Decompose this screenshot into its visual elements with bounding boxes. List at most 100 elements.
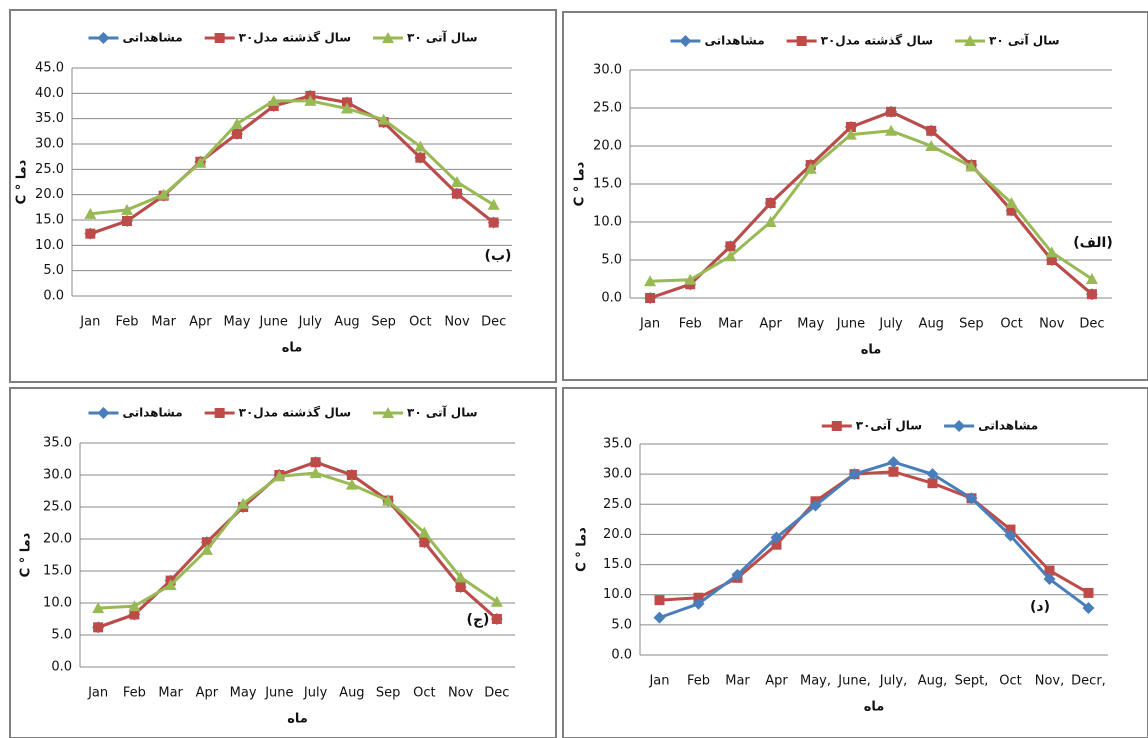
x-tick-label: June [264, 686, 293, 701]
y-tick-label: 5.0 [43, 263, 64, 278]
marker [309, 467, 322, 479]
x-tick-label: Decr, [1071, 674, 1106, 689]
marker [848, 468, 861, 481]
marker [488, 217, 499, 228]
y-tick-label: 15.0 [603, 557, 632, 572]
marker [1045, 246, 1058, 258]
x-tick-label: May [230, 686, 257, 701]
series-line [658, 460, 1090, 620]
y-tick-label: 20.0 [43, 532, 72, 547]
series-line [97, 460, 498, 629]
marker [415, 152, 426, 163]
marker [724, 250, 737, 262]
y-axis-title: C ° دما [15, 159, 30, 204]
x-tick-label: June [259, 315, 288, 330]
marker [84, 207, 97, 219]
legend-label: ۳۰سال گذشته مدل [239, 31, 351, 45]
y-axis-title: C ° دما [575, 527, 590, 572]
marker [1006, 205, 1017, 216]
panel-frame [9, 9, 557, 383]
x-axis-title: ماه [861, 343, 882, 358]
x-tick-label: July [303, 686, 328, 701]
y-tick-label: 30.0 [43, 468, 72, 483]
marker [684, 273, 697, 285]
marker [93, 622, 104, 633]
x-tick-label: Nov [1039, 317, 1065, 332]
marker [926, 468, 939, 481]
y-tick-label: 0.0 [51, 660, 72, 675]
x-tick-label: Sept, [955, 674, 989, 689]
x-tick-label: Sep [376, 686, 401, 701]
x-tick-label: Dec [481, 315, 506, 330]
marker [232, 128, 242, 139]
marker [809, 499, 822, 512]
x-tick-label: July [878, 317, 903, 332]
chart-panel: 0.0 5.0 10.0 15.0 20.0 25.0 30.0 35.0 Jan Feb Mar A… [562, 387, 1148, 738]
marker [1082, 601, 1095, 614]
marker [885, 124, 898, 136]
x-tick-label: Feb [115, 315, 138, 330]
y-tick-label: 30.0 [35, 137, 64, 152]
marker [273, 470, 286, 482]
x-axis-title: ماه [282, 341, 303, 356]
legend-label: ۳۰ سال آتی [407, 30, 477, 45]
marker [85, 228, 96, 239]
marker [654, 595, 665, 606]
marker [382, 407, 395, 418]
legend: مشاهداتی ۳۰سال گذشته مدل ۳۰ سال آتی [670, 33, 1060, 48]
marker [845, 122, 856, 132]
marker [1005, 197, 1018, 208]
y-tick-label: 10.0 [43, 596, 72, 611]
marker [345, 478, 358, 490]
chart-panel: 0.0 5.0 10.0 15.0 20.0 25.0 30.0 35.0 40.0 45.0 Ja… [9, 9, 557, 383]
marker [886, 106, 897, 117]
marker [965, 160, 978, 172]
y-tick-label: 35.0 [35, 111, 64, 126]
marker [964, 35, 977, 46]
marker [129, 609, 140, 620]
marker [731, 568, 744, 581]
y-tick-label: 35.0 [603, 437, 632, 452]
y-tick-label: 15.0 [593, 177, 622, 192]
marker [267, 94, 280, 106]
marker [268, 101, 279, 111]
x-tick-label: July [298, 315, 323, 330]
y-tick-label: 25.0 [593, 101, 622, 116]
x-tick-label: May [797, 317, 824, 332]
marker [414, 140, 427, 152]
x-tick-label: May, [800, 674, 831, 689]
x-tick-label: Nov, [1035, 674, 1065, 689]
marker [645, 293, 656, 303]
marker [927, 478, 938, 489]
y-tick-label: 25.0 [603, 497, 632, 512]
marker [764, 216, 777, 227]
marker [121, 203, 133, 215]
marker [304, 94, 317, 106]
marker [382, 32, 395, 43]
legend: ۳۰سال آتی مشاهداتی [821, 418, 1038, 433]
marker [157, 188, 170, 200]
panel-frame [562, 11, 1148, 381]
y-tick-label: 5.0 [611, 617, 632, 632]
y-tick-label: 30.0 [603, 467, 632, 482]
x-tick-label: Jan [639, 317, 660, 332]
marker [887, 456, 900, 469]
x-tick-label: Oct [409, 315, 431, 330]
x-tick-label: Mar [718, 317, 743, 332]
legend-label: ۳۰ سال آتی [989, 33, 1059, 48]
x-tick-label: Nov [448, 686, 474, 701]
x-axis-title: ماه [864, 700, 885, 715]
marker [831, 421, 842, 431]
y-tick-label: 20.0 [35, 187, 64, 202]
y-tick-label: 0.0 [601, 291, 622, 306]
x-tick-label: Dec [484, 686, 509, 701]
legend-label: ۳۰سال گذشته مدل [821, 34, 933, 48]
legend-label: ۳۰سال آتی [856, 418, 922, 433]
y-tick-label: 10.0 [593, 215, 622, 230]
marker [214, 33, 225, 43]
x-tick-label: Oct [413, 686, 435, 701]
marker [237, 497, 250, 509]
marker [693, 592, 704, 603]
marker [487, 198, 500, 210]
marker [953, 420, 966, 432]
